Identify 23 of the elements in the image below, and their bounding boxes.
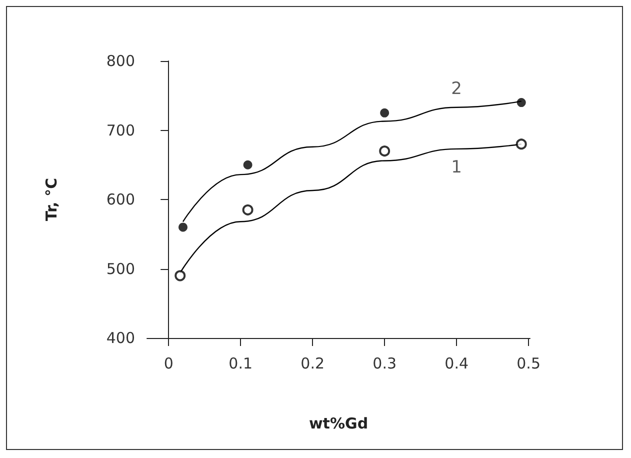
point <box>178 222 188 232</box>
y-tick-label: 400 <box>106 329 135 347</box>
y-tick-label: 500 <box>106 260 135 278</box>
x-tick-label: 0.3 <box>372 354 397 372</box>
point <box>516 138 527 150</box>
y-tick-label: 800 <box>106 52 135 70</box>
annotation: 2 <box>451 78 462 99</box>
x-tick-label: 0.4 <box>444 354 468 372</box>
x-axis-title: wt%Gd <box>308 414 368 432</box>
y-tick-label: 700 <box>106 121 135 140</box>
point <box>242 204 254 216</box>
annotation: 1 <box>451 157 462 178</box>
point <box>174 270 186 282</box>
y-tick-label: 600 <box>106 190 135 208</box>
x-tick-label: 0.5 <box>516 354 540 372</box>
x-tick-label: 0.2 <box>300 354 325 372</box>
point <box>380 108 390 118</box>
point <box>243 160 252 170</box>
x-tick-label: 0.1 <box>228 354 253 372</box>
point <box>516 98 526 108</box>
x-tick-label: 0 <box>164 354 174 372</box>
point <box>379 146 390 157</box>
y-axis-title: Tr, °C <box>42 178 60 222</box>
